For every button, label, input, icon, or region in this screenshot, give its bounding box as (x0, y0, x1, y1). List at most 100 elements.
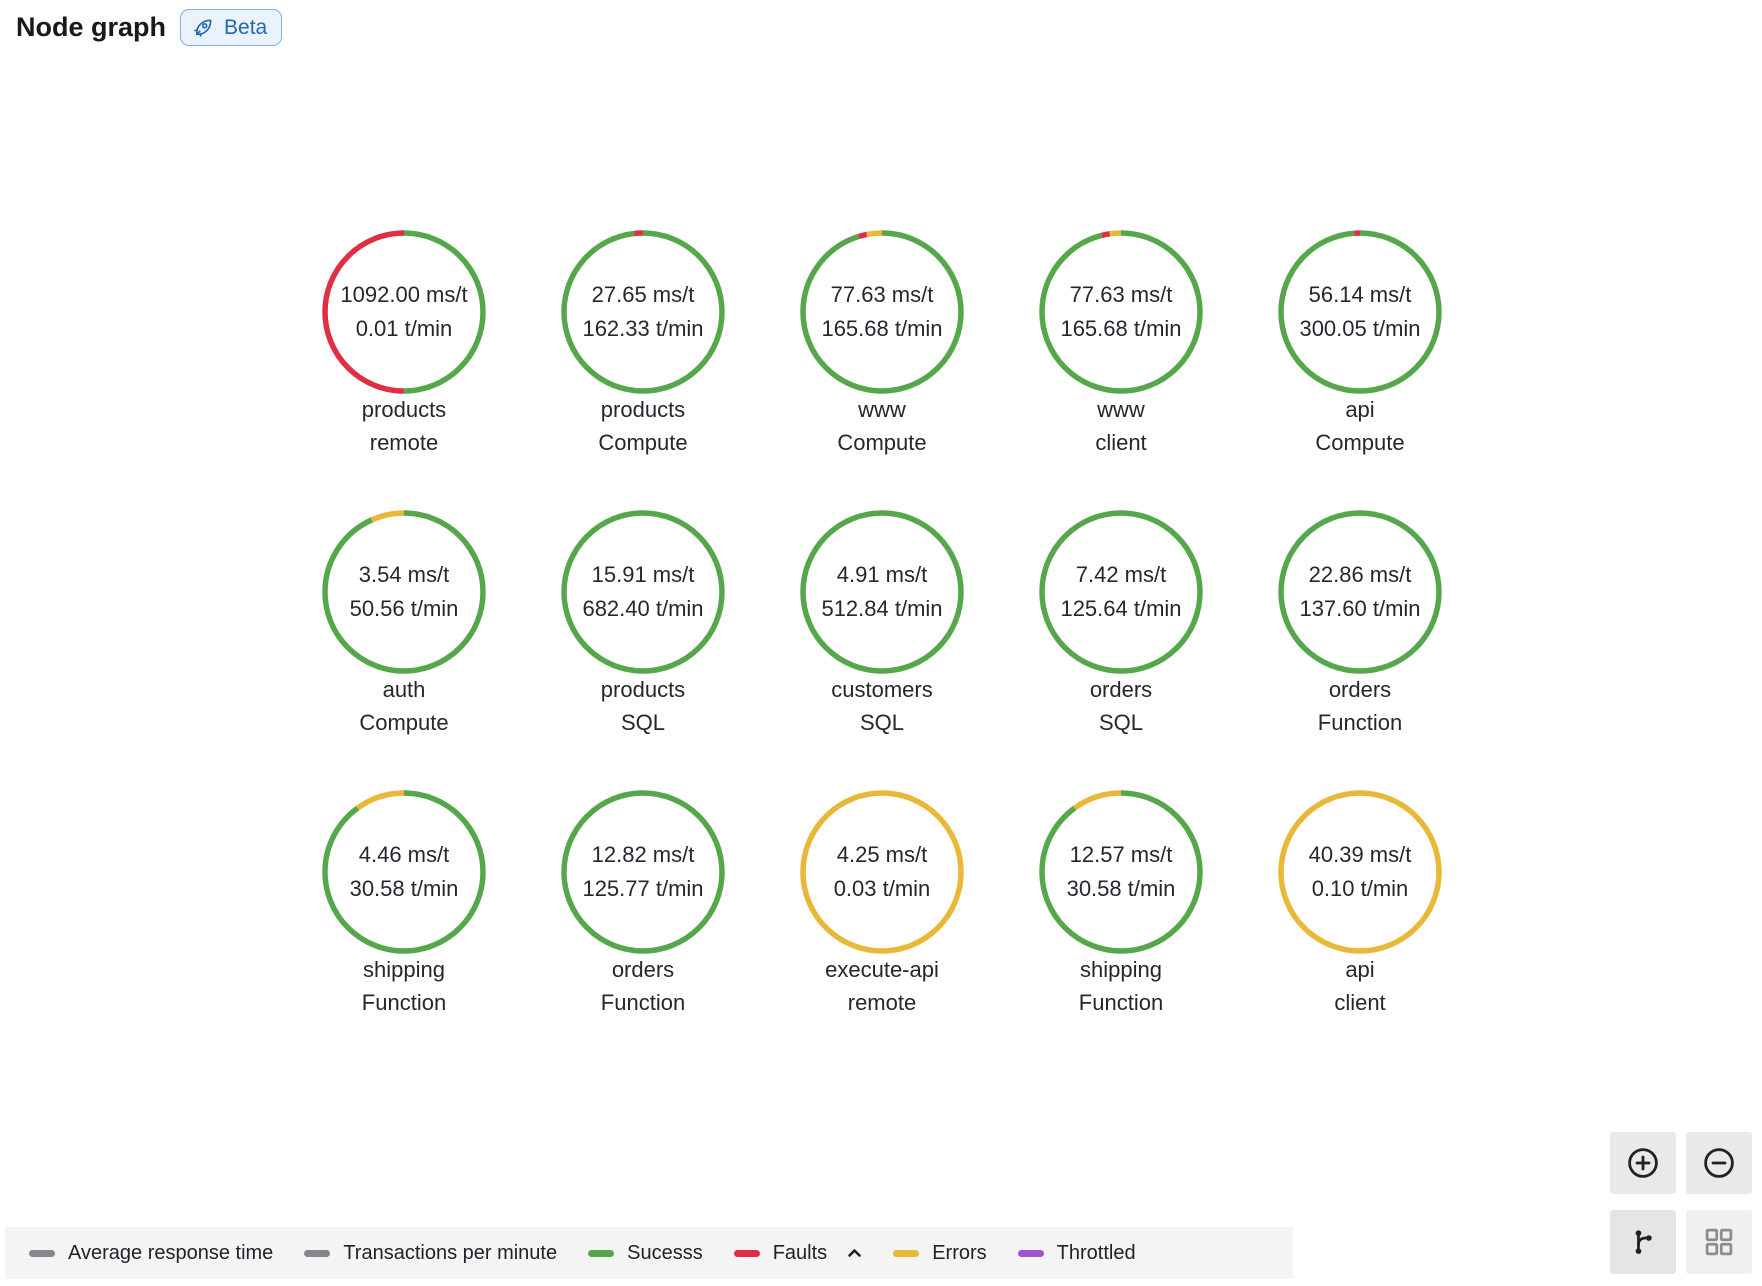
zoom-out-button[interactable] (1686, 1132, 1752, 1194)
node-throughput: 50.56 t/min (349, 596, 459, 621)
node-stats: 77.63 ms/t 165.68 t/min (1035, 226, 1207, 398)
node-subtitle: client (1334, 990, 1386, 1015)
service-node[interactable]: 4.46 ms/t 30.58 t/min shipping Function (318, 786, 490, 1015)
legend-item[interactable]: Sucesss (588, 1242, 703, 1265)
node-status-ring (322, 230, 486, 394)
node-label: orders Function (1210, 673, 1510, 739)
node-stats: 15.91 ms/t 682.40 t/min (557, 506, 729, 678)
legend-item-label: Faults (772, 1241, 828, 1264)
node-subtitle: Compute (598, 430, 688, 455)
grid-layout-button[interactable] (1686, 1210, 1752, 1274)
legend-color-dash (588, 1249, 615, 1257)
node-label: shipping Function (254, 953, 554, 1019)
node-title: products (361, 397, 447, 422)
node-label: products remote (254, 393, 554, 459)
node-status-ring (1039, 510, 1203, 674)
node-title: api (1345, 957, 1375, 982)
service-node[interactable]: 15.91 ms/t 682.40 t/min products SQL (557, 506, 729, 735)
node-label: api client (1210, 953, 1510, 1019)
node-response-time: 12.82 ms/t (591, 842, 695, 867)
node-status-ring (1039, 230, 1203, 394)
service-node[interactable]: 4.25 ms/t 0.03 t/min execute-api remote (796, 786, 968, 1015)
node-throughput: 0.01 t/min (355, 316, 453, 341)
node-label: auth Compute (254, 673, 554, 739)
node-response-time: 12.57 ms/t (1069, 842, 1173, 867)
node-status-ring (561, 790, 725, 954)
service-node[interactable]: 12.57 ms/t 30.58 t/min shipping Function (1035, 786, 1207, 1015)
node-title: orders (1328, 677, 1392, 702)
node-response-time: 3.54 ms/t (358, 562, 450, 587)
node-throughput: 137.60 t/min (1299, 596, 1421, 621)
service-node[interactable]: 12.82 ms/t 125.77 t/min orders Function (557, 786, 729, 1015)
zoom-out-icon (1700, 1144, 1738, 1182)
node-stats: 4.91 ms/t 512.84 t/min (796, 506, 968, 678)
legend-color-dash (893, 1249, 920, 1257)
legend-item[interactable]: Faults (733, 1241, 862, 1265)
node-stats: 1092.00 ms/t 0.01 t/min (318, 226, 490, 398)
legend-item-label: Sucesss (627, 1241, 703, 1264)
node-label: customers SQL (732, 673, 1032, 739)
node-label: orders SQL (971, 673, 1271, 739)
legend-color-dash (1017, 1249, 1044, 1257)
node-status-ring (1278, 230, 1442, 394)
node-subtitle: client (1095, 430, 1147, 455)
node-title: orders (611, 957, 675, 982)
legend-item[interactable]: Throttled (1017, 1242, 1136, 1265)
graph-layout-button[interactable] (1610, 1210, 1676, 1274)
node-throughput: 165.68 t/min (821, 316, 943, 341)
node-subtitle: Compute (837, 430, 927, 455)
node-title: customers (831, 677, 933, 702)
legend-color-dash (304, 1249, 331, 1257)
legend-item[interactable]: Average response time (29, 1242, 273, 1265)
service-node[interactable]: 27.65 ms/t 162.33 t/min products Compute (557, 226, 729, 455)
service-node[interactable]: 7.42 ms/t 125.64 t/min orders SQL (1035, 506, 1207, 735)
service-node[interactable]: 1092.00 ms/t 0.01 t/min products remote (318, 226, 490, 455)
service-node[interactable]: 22.86 ms/t 137.60 t/min orders Function (1274, 506, 1446, 735)
node-subtitle: Function (1317, 710, 1403, 735)
node-stats: 77.63 ms/t 165.68 t/min (796, 226, 968, 398)
node-status-ring (561, 230, 725, 394)
beta-badge: Beta (180, 9, 283, 46)
node-response-time: 77.63 ms/t (1069, 282, 1173, 307)
node-stats: 40.39 ms/t 0.10 t/min (1274, 786, 1446, 958)
node-label: api Compute (1210, 393, 1510, 459)
node-subtitle: Function (1078, 990, 1164, 1015)
chevron-up-icon (847, 1248, 862, 1258)
service-node[interactable]: 3.54 ms/t 50.56 t/min auth Compute (318, 506, 490, 735)
node-title: auth (382, 677, 426, 702)
node-label: products Compute (493, 393, 793, 459)
node-title: api (1345, 397, 1375, 422)
zoom-in-icon (1624, 1144, 1662, 1182)
service-node[interactable]: 56.14 ms/t 300.05 t/min api Compute (1274, 226, 1446, 455)
legend-color-dash (29, 1249, 55, 1257)
node-throughput: 30.58 t/min (349, 876, 459, 901)
node-status-ring (800, 790, 964, 954)
node-stats: 27.65 ms/t 162.33 t/min (557, 226, 729, 398)
service-node[interactable]: 77.63 ms/t 165.68 t/min www client (1035, 226, 1207, 455)
node-label: www Compute (732, 393, 1032, 459)
node-stats: 56.14 ms/t 300.05 t/min (1274, 226, 1446, 398)
legend-item[interactable]: Errors (893, 1242, 987, 1265)
legend-item[interactable]: Transactions per minute (304, 1242, 557, 1265)
node-response-time: 7.42 ms/t (1075, 562, 1167, 587)
node-stats: 12.82 ms/t 125.77 t/min (557, 786, 729, 958)
node-subtitle: Function (361, 990, 447, 1015)
node-subtitle: Compute (359, 710, 449, 735)
node-throughput: 165.68 t/min (1060, 316, 1182, 341)
service-node[interactable]: 77.63 ms/t 165.68 t/min www Compute (796, 226, 968, 455)
node-status-ring (322, 510, 486, 674)
node-title: products (600, 397, 686, 422)
node-stats: 4.46 ms/t 30.58 t/min (318, 786, 490, 958)
node-label: execute-api remote (732, 953, 1032, 1019)
service-node[interactable]: 4.91 ms/t 512.84 t/min customers SQL (796, 506, 968, 735)
node-status-ring (800, 510, 964, 674)
node-stats: 3.54 ms/t 50.56 t/min (318, 506, 490, 678)
node-response-time: 27.65 ms/t (591, 282, 695, 307)
zoom-in-button[interactable] (1610, 1132, 1676, 1194)
branch-layout-icon (1626, 1225, 1660, 1259)
node-throughput: 682.40 t/min (582, 596, 704, 621)
node-subtitle: remote (369, 430, 439, 455)
beta-badge-label: Beta (224, 15, 268, 39)
service-node[interactable]: 40.39 ms/t 0.10 t/min api client (1274, 786, 1446, 1015)
node-response-time: 4.91 ms/t (836, 562, 928, 587)
